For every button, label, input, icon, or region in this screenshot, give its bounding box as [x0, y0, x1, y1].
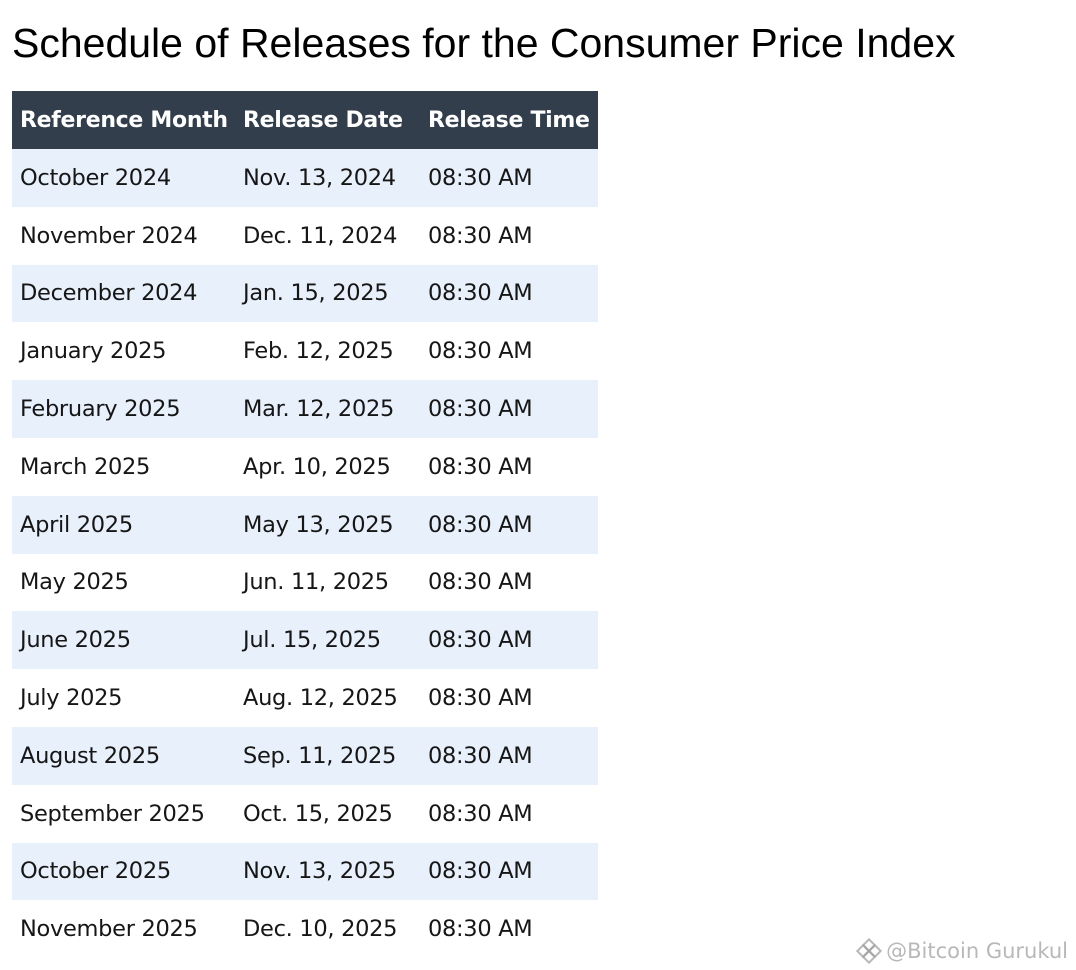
table-row: November 2025 Dec. 10, 2025 08:30 AM [12, 900, 598, 959]
watermark-text: @Bitcoin Gurukul [886, 939, 1068, 963]
release-date-cell: Dec. 11, 2024 [243, 222, 398, 249]
reference-month-cell: November 2024 [20, 222, 198, 249]
release-time-cell: 08:30 AM [428, 685, 533, 712]
release-date-cell: Mar. 12, 2025 [243, 396, 394, 423]
reference-month-cell: March 2025 [20, 453, 151, 480]
header-reference-month: Reference Month [20, 107, 228, 133]
release-time-cell: 08:30 AM [428, 338, 533, 365]
release-date-cell: Jul. 15, 2025 [243, 627, 381, 654]
table-row: March 2025 Apr. 10, 2025 08:30 AM [12, 437, 598, 496]
table-row: November 2024 Dec. 11, 2024 08:30 AM [12, 206, 598, 265]
release-date-cell: Dec. 10, 2025 [243, 916, 398, 943]
release-date-cell: Nov. 13, 2025 [243, 858, 396, 885]
release-time-cell: 08:30 AM [428, 800, 533, 827]
header-release-time: Release Time [428, 107, 590, 133]
reference-month-cell: September 2025 [20, 800, 205, 827]
reference-month-cell: April 2025 [20, 511, 133, 538]
release-date-cell: Jun. 11, 2025 [243, 569, 389, 596]
table-row: September 2025 Oct. 15, 2025 08:30 AM [12, 784, 598, 843]
release-time-cell: 08:30 AM [428, 742, 533, 769]
reference-month-cell: October 2025 [20, 858, 171, 885]
release-date-cell: Nov. 13, 2024 [243, 164, 396, 191]
table-row: December 2024 Jan. 15, 2025 08:30 AM [12, 264, 598, 323]
release-time-cell: 08:30 AM [428, 453, 533, 480]
reference-month-cell: February 2025 [20, 396, 181, 423]
reference-month-cell: January 2025 [20, 338, 167, 365]
table-row: June 2025 Jul. 15, 2025 08:30 AM [12, 611, 598, 670]
release-date-cell: Sep. 11, 2025 [243, 742, 397, 769]
release-date-cell: May 13, 2025 [243, 511, 394, 538]
header-row: Reference Month Release Date Release Tim… [12, 91, 598, 149]
release-date-cell: Feb. 12, 2025 [243, 338, 394, 365]
release-time-cell: 08:30 AM [428, 858, 533, 885]
release-time-cell: 08:30 AM [428, 627, 533, 654]
table-row: August 2025 Sep. 11, 2025 08:30 AM [12, 726, 598, 785]
table-row: February 2025 Mar. 12, 2025 08:30 AM [12, 380, 598, 438]
reference-month-cell: August 2025 [20, 742, 160, 769]
reference-month-cell: June 2025 [20, 627, 131, 654]
release-time-cell: 08:30 AM [428, 222, 533, 249]
header-release-date: Release Date [243, 107, 403, 133]
watermark: @Bitcoin Gurukul [856, 938, 1068, 964]
reference-month-cell: July 2025 [20, 685, 123, 712]
table-header: Reference Month Release Date Release Tim… [12, 91, 598, 149]
table-row: October 2025 Nov. 13, 2025 08:30 AM [12, 842, 598, 901]
release-date-cell: Oct. 15, 2025 [243, 800, 393, 827]
reference-month-cell: November 2025 [20, 916, 198, 943]
page-title: Schedule of Releases for the Consumer Pr… [12, 20, 956, 66]
table-row: April 2025 May 13, 2025 08:30 AM [12, 495, 598, 554]
release-date-cell: Apr. 10, 2025 [243, 453, 391, 480]
release-date-cell: Jan. 15, 2025 [243, 280, 389, 307]
table-row: January 2025 Feb. 12, 2025 08:30 AM [12, 322, 598, 381]
binance-diamond-icon [856, 938, 883, 964]
release-time-cell: 08:30 AM [428, 511, 533, 538]
reference-month-cell: October 2024 [20, 164, 171, 191]
table-row: October 2024 Nov. 13, 2024 08:30 AM [12, 149, 598, 207]
reference-month-cell: May 2025 [20, 569, 129, 596]
release-time-cell: 08:30 AM [428, 280, 533, 307]
table-row: May 2025 Jun. 11, 2025 08:30 AM [12, 553, 598, 612]
table-body: October 2024 Nov. 13, 2024 08:30 AM Novembe… [12, 149, 598, 959]
release-time-cell: 08:30 AM [428, 916, 533, 943]
table-row: July 2025 Aug. 12, 2025 08:30 AM [12, 669, 598, 727]
release-time-cell: 08:30 AM [428, 396, 533, 423]
release-time-cell: 08:30 AM [428, 569, 533, 596]
cpi-release-schedule-table: Reference Month Release Date Release Tim… [12, 91, 598, 959]
reference-month-cell: December 2024 [20, 280, 198, 307]
release-time-cell: 08:30 AM [428, 164, 533, 191]
release-date-cell: Aug. 12, 2025 [243, 685, 398, 712]
